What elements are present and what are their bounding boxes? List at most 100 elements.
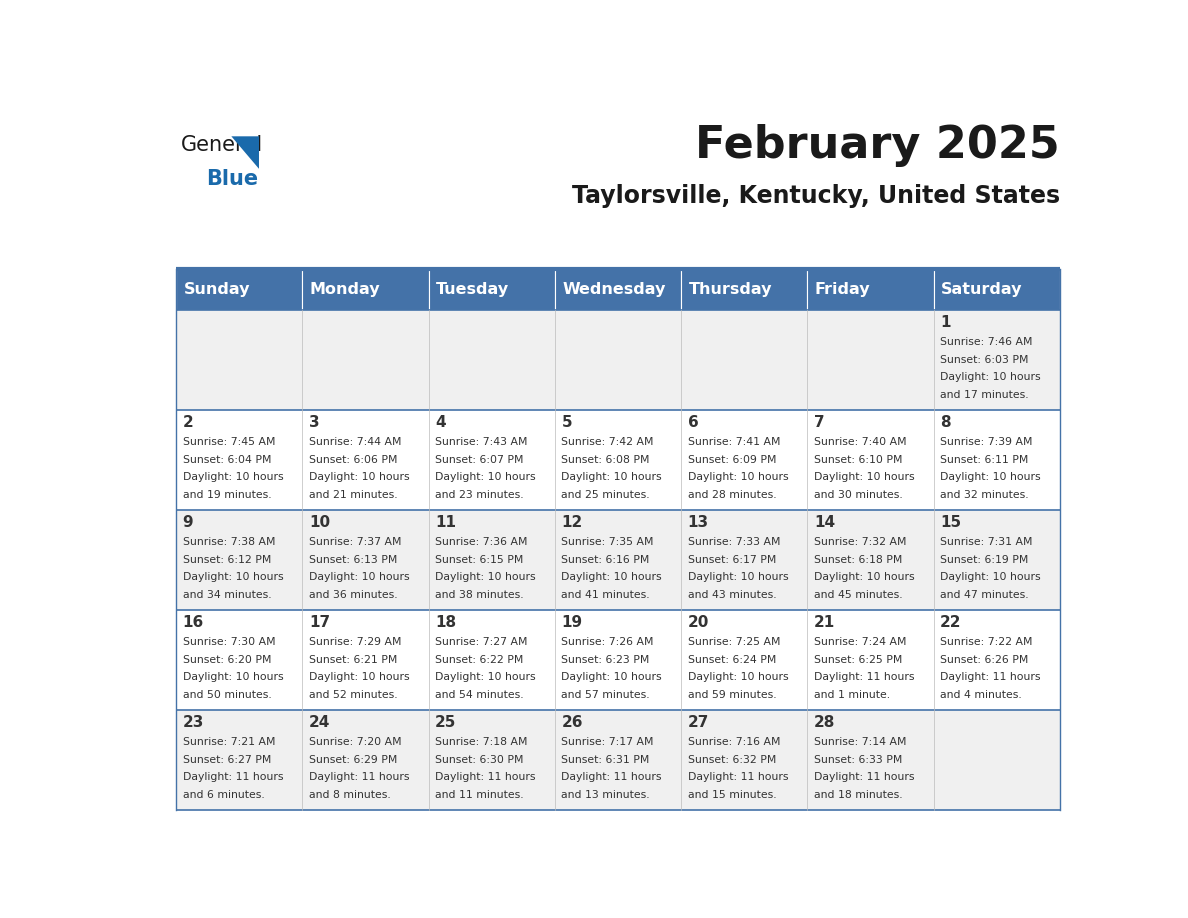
Text: Sunrise: 7:36 AM: Sunrise: 7:36 AM (435, 537, 527, 547)
Text: 4: 4 (435, 415, 446, 431)
Text: Sunrise: 7:37 AM: Sunrise: 7:37 AM (309, 537, 402, 547)
Text: Sunset: 6:10 PM: Sunset: 6:10 PM (814, 454, 903, 465)
Text: Sunset: 6:20 PM: Sunset: 6:20 PM (183, 655, 271, 665)
Text: Daylight: 10 hours: Daylight: 10 hours (309, 672, 410, 682)
Text: and 17 minutes.: and 17 minutes. (940, 390, 1029, 400)
Text: and 25 minutes.: and 25 minutes. (562, 490, 650, 500)
Text: Sunset: 6:04 PM: Sunset: 6:04 PM (183, 454, 271, 465)
Text: Wednesday: Wednesday (562, 282, 665, 297)
Text: Sunrise: 7:16 AM: Sunrise: 7:16 AM (688, 737, 781, 747)
Bar (808, 510, 934, 610)
Text: Sunset: 6:13 PM: Sunset: 6:13 PM (309, 554, 397, 565)
Text: Sunset: 6:15 PM: Sunset: 6:15 PM (435, 554, 524, 565)
Text: 15: 15 (940, 515, 961, 530)
Bar (429, 510, 555, 610)
Text: Saturday: Saturday (941, 282, 1023, 297)
Text: Sunrise: 7:43 AM: Sunrise: 7:43 AM (435, 437, 527, 447)
Text: Daylight: 10 hours: Daylight: 10 hours (814, 572, 915, 582)
Text: 12: 12 (562, 515, 582, 530)
Text: Daylight: 11 hours: Daylight: 11 hours (183, 772, 283, 782)
Text: Sunrise: 7:18 AM: Sunrise: 7:18 AM (435, 737, 527, 747)
Text: Sunrise: 7:44 AM: Sunrise: 7:44 AM (309, 437, 402, 447)
Text: 10: 10 (309, 515, 330, 530)
Bar (429, 410, 555, 510)
Text: 18: 18 (435, 615, 456, 630)
Text: 25: 25 (435, 715, 456, 730)
Text: Sunset: 6:09 PM: Sunset: 6:09 PM (688, 454, 776, 465)
Text: 8: 8 (940, 415, 950, 431)
Text: Monday: Monday (310, 282, 380, 297)
Bar (681, 510, 808, 610)
Bar (934, 410, 1060, 510)
Text: Sunset: 6:21 PM: Sunset: 6:21 PM (309, 655, 397, 665)
Text: Sunrise: 7:42 AM: Sunrise: 7:42 AM (562, 437, 653, 447)
Text: and 1 minute.: and 1 minute. (814, 690, 890, 700)
Text: Sunset: 6:19 PM: Sunset: 6:19 PM (940, 554, 1029, 565)
Text: Sunset: 6:25 PM: Sunset: 6:25 PM (814, 655, 902, 665)
Text: Sunset: 6:11 PM: Sunset: 6:11 PM (940, 454, 1029, 465)
Text: 17: 17 (309, 615, 330, 630)
Text: Daylight: 10 hours: Daylight: 10 hours (183, 473, 283, 482)
Text: Sunset: 6:30 PM: Sunset: 6:30 PM (435, 755, 524, 765)
Bar (176, 510, 303, 610)
Text: 16: 16 (183, 615, 204, 630)
Text: Daylight: 11 hours: Daylight: 11 hours (309, 772, 410, 782)
Text: 14: 14 (814, 515, 835, 530)
Text: 9: 9 (183, 515, 194, 530)
Bar (555, 510, 681, 610)
Text: and 57 minutes.: and 57 minutes. (562, 690, 650, 700)
Text: Sunrise: 7:35 AM: Sunrise: 7:35 AM (562, 537, 653, 547)
Text: Daylight: 10 hours: Daylight: 10 hours (940, 473, 1041, 482)
Text: and 54 minutes.: and 54 minutes. (435, 690, 524, 700)
Text: 5: 5 (562, 415, 571, 431)
Text: and 15 minutes.: and 15 minutes. (688, 789, 776, 800)
Text: Sunrise: 7:31 AM: Sunrise: 7:31 AM (940, 537, 1032, 547)
Text: 24: 24 (309, 715, 330, 730)
Text: and 11 minutes.: and 11 minutes. (435, 789, 524, 800)
Bar (808, 710, 934, 810)
Text: Tuesday: Tuesday (436, 282, 510, 297)
Bar (303, 269, 429, 310)
Bar (681, 269, 808, 310)
Text: 7: 7 (814, 415, 824, 431)
Text: Daylight: 10 hours: Daylight: 10 hours (814, 473, 915, 482)
Bar (681, 310, 808, 410)
Text: Daylight: 10 hours: Daylight: 10 hours (562, 473, 662, 482)
Text: Sunrise: 7:45 AM: Sunrise: 7:45 AM (183, 437, 276, 447)
Text: and 8 minutes.: and 8 minutes. (309, 789, 391, 800)
Bar (934, 610, 1060, 710)
Text: Sunrise: 7:41 AM: Sunrise: 7:41 AM (688, 437, 781, 447)
Text: Taylorsville, Kentucky, United States: Taylorsville, Kentucky, United States (571, 185, 1060, 208)
Text: Sunrise: 7:27 AM: Sunrise: 7:27 AM (435, 637, 527, 647)
Text: Sunrise: 7:25 AM: Sunrise: 7:25 AM (688, 637, 781, 647)
Bar (429, 269, 555, 310)
Text: Sunrise: 7:24 AM: Sunrise: 7:24 AM (814, 637, 906, 647)
Text: Sunset: 6:26 PM: Sunset: 6:26 PM (940, 655, 1029, 665)
Text: Sunset: 6:22 PM: Sunset: 6:22 PM (435, 655, 524, 665)
Bar (303, 410, 429, 510)
Text: Daylight: 10 hours: Daylight: 10 hours (309, 473, 410, 482)
Text: 3: 3 (309, 415, 320, 431)
Bar (176, 610, 303, 710)
Text: Sunrise: 7:33 AM: Sunrise: 7:33 AM (688, 537, 781, 547)
Text: Blue: Blue (207, 169, 259, 189)
Text: Daylight: 10 hours: Daylight: 10 hours (688, 672, 789, 682)
Bar (303, 710, 429, 810)
Text: Sunset: 6:33 PM: Sunset: 6:33 PM (814, 755, 902, 765)
Text: 11: 11 (435, 515, 456, 530)
Text: 19: 19 (562, 615, 582, 630)
Text: Sunset: 6:17 PM: Sunset: 6:17 PM (688, 554, 776, 565)
Text: Sunrise: 7:21 AM: Sunrise: 7:21 AM (183, 737, 276, 747)
Text: Daylight: 11 hours: Daylight: 11 hours (940, 672, 1041, 682)
Bar (681, 710, 808, 810)
Text: Sunset: 6:12 PM: Sunset: 6:12 PM (183, 554, 271, 565)
Text: Daylight: 10 hours: Daylight: 10 hours (562, 572, 662, 582)
Text: Sunrise: 7:17 AM: Sunrise: 7:17 AM (562, 737, 653, 747)
Text: Sunrise: 7:26 AM: Sunrise: 7:26 AM (562, 637, 653, 647)
Bar (176, 710, 303, 810)
Bar (681, 610, 808, 710)
Text: 28: 28 (814, 715, 835, 730)
Bar (303, 310, 429, 410)
Text: 1: 1 (940, 315, 950, 330)
Text: Sunrise: 7:29 AM: Sunrise: 7:29 AM (309, 637, 402, 647)
